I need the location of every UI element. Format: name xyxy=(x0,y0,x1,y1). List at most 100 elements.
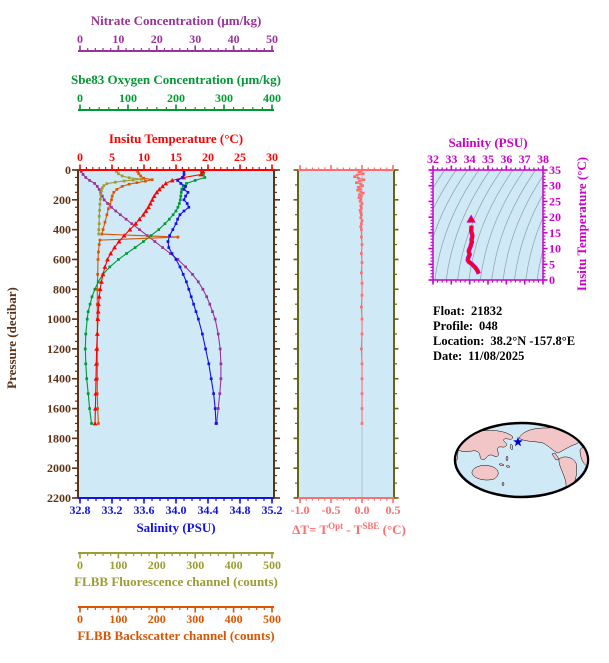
isopycnal-contour xyxy=(434,170,480,280)
isopycnal-contour xyxy=(433,170,468,239)
tick-label: 33.6 xyxy=(134,503,155,517)
central-america xyxy=(551,452,560,461)
tick-label: 100 xyxy=(109,558,127,572)
tick-label: 38 xyxy=(537,152,549,166)
tick-label: 33.2 xyxy=(102,503,123,517)
tick-label: 500 xyxy=(263,558,281,572)
isopycnal-contour xyxy=(433,170,457,211)
float-id-line: Float: 21832 xyxy=(433,304,502,318)
tick-label: 500 xyxy=(263,612,281,626)
tick-label: 30 xyxy=(189,32,201,46)
delta-t-axis-title: ΔT= TOpt - TSBE (°C) xyxy=(292,521,406,537)
isopycnal-contour xyxy=(514,193,543,280)
tick-label: 35.2 xyxy=(262,503,283,517)
tick-label: 10 xyxy=(112,32,124,46)
tick-label: 10 xyxy=(138,150,150,164)
tick-label: 0 xyxy=(77,91,83,105)
tick-label: 34.0 xyxy=(166,503,187,517)
tick-label: 400 xyxy=(225,612,243,626)
continent-europe-east-edge xyxy=(577,431,587,442)
ts-curve xyxy=(466,225,480,275)
tick-label: 10 xyxy=(549,242,561,256)
float-info: Float: 21832 Profile: 048 Location: 38.2°N … xyxy=(433,304,575,363)
tick-label: 25 xyxy=(549,194,561,208)
tick-label: 0 xyxy=(77,558,83,572)
tick-label: 1000 xyxy=(47,312,71,326)
backscatter-axis-title: FLBB Backscatter channel (counts) xyxy=(77,628,274,643)
tick-label: 30 xyxy=(549,179,561,193)
tick-label: 15 xyxy=(170,150,182,164)
continent-australia xyxy=(471,465,499,481)
tick-label: 20 xyxy=(202,150,214,164)
tick-label: 1600 xyxy=(47,402,71,416)
continent-eurasia xyxy=(456,430,514,460)
location-line: Location: 38.2°N -157.8°E xyxy=(433,334,575,348)
tick-label: 5 xyxy=(549,257,555,271)
tick-label: 50 xyxy=(266,32,278,46)
tick-label: 0.0 xyxy=(355,503,370,517)
tick-label: 1800 xyxy=(47,431,71,445)
oxygen-axis-title: Sbe83 Oxygen Concentration (μm/kg) xyxy=(71,72,281,87)
tick-label: 2200 xyxy=(47,491,71,505)
tick-label: 5 xyxy=(109,150,115,164)
tick-label: 2000 xyxy=(47,461,71,475)
tick-label: 400 xyxy=(225,558,243,572)
tick-label: 34 xyxy=(464,152,476,166)
world-map xyxy=(453,421,590,499)
tick-label: 20 xyxy=(549,210,561,224)
isopycnal-contour xyxy=(491,170,536,280)
isopycnal-contour xyxy=(479,170,525,280)
tick-label: 20 xyxy=(151,32,163,46)
tick-label: 1400 xyxy=(47,372,71,386)
tick-label: -1.0 xyxy=(291,503,310,517)
isopycnal-contour xyxy=(536,248,543,280)
tick-label: 35 xyxy=(482,152,494,166)
tick-label: 0 xyxy=(77,32,83,46)
pressure-axis-title: Pressure (decibar) xyxy=(4,287,19,389)
island-japan xyxy=(509,443,514,451)
tick-label: 34.4 xyxy=(198,503,219,517)
tick-label: 32.8 xyxy=(70,503,91,517)
tick-label: 30 xyxy=(266,150,278,164)
date-line: Date: 11/08/2025 xyxy=(433,349,524,363)
isopycnal-contour xyxy=(525,216,543,280)
tick-label: 34.8 xyxy=(230,503,251,517)
float-location-star xyxy=(513,436,523,447)
islands-indonesia xyxy=(498,463,511,468)
tick-label: 0.5 xyxy=(386,503,401,517)
tick-label: 300 xyxy=(215,91,233,105)
island-new-zealand xyxy=(501,481,505,487)
salinity-axis-title: Salinity (PSU) xyxy=(136,520,215,535)
tick-label: 200 xyxy=(53,193,71,207)
island-greenland xyxy=(565,425,578,432)
temperature-axis-title: Insitu Temperature (°C) xyxy=(109,131,243,146)
tick-label: 35 xyxy=(549,163,561,177)
tick-label: 200 xyxy=(167,91,185,105)
isopycnal-contour xyxy=(433,170,434,172)
ts-surface-marker xyxy=(466,214,476,223)
fluorescence-axis-title: FLBB Fluorescence channel (counts) xyxy=(74,574,278,589)
tick-label: 300 xyxy=(186,558,204,572)
ts-salinity-axis-title: Salinity (PSU) xyxy=(448,135,527,150)
tick-label: 40 xyxy=(228,32,240,46)
profile-number-line: Profile: 048 xyxy=(433,319,498,333)
tick-label: 36 xyxy=(500,152,512,166)
tick-label: 37 xyxy=(519,152,531,166)
tick-label: 1200 xyxy=(47,342,71,356)
tick-label: 100 xyxy=(109,612,127,626)
tick-label: 800 xyxy=(53,282,71,296)
tick-label: -0.5 xyxy=(322,503,341,517)
tick-label: 200 xyxy=(148,612,166,626)
tick-label: 0 xyxy=(65,163,71,177)
isopycnal-contour xyxy=(502,175,543,280)
star-icon xyxy=(513,436,523,447)
nitrate-axis-title: Nitrate Concentration (μm/kg) xyxy=(91,13,262,28)
tick-label: 32 xyxy=(427,152,439,166)
tick-label: 100 xyxy=(119,91,137,105)
isopycnal-contour xyxy=(457,170,502,280)
isopycnal-contour xyxy=(468,170,514,280)
isopycnal-contour xyxy=(445,170,491,280)
